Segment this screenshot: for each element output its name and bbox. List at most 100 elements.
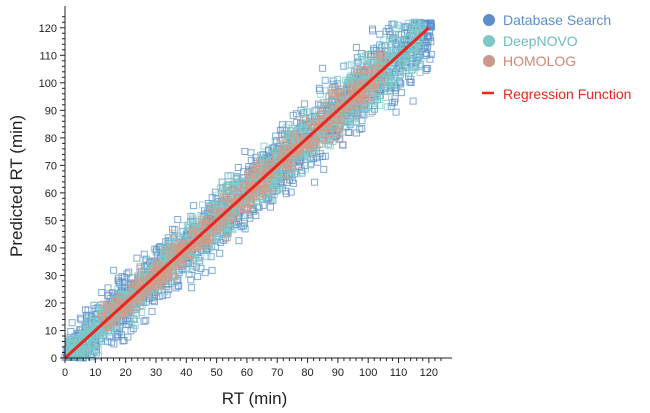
data-point [190, 217, 197, 225]
x-tick-label: 20 [120, 367, 132, 379]
data-point [361, 66, 369, 74]
data-point [179, 241, 187, 249]
data-point [342, 85, 350, 93]
data-point [425, 31, 433, 39]
legend-label: DeepNOVO [503, 33, 578, 49]
data-point [164, 275, 172, 283]
data-point [127, 307, 135, 315]
data-point [316, 90, 324, 98]
data-point [398, 59, 406, 67]
data-point [383, 103, 391, 111]
data-point [391, 95, 399, 103]
x-tick-label: 0 [62, 367, 68, 379]
data-point [395, 31, 403, 39]
data-point [226, 198, 234, 206]
data-point [140, 250, 148, 258]
data-point [208, 266, 216, 274]
data-point [81, 348, 89, 356]
data-point [119, 310, 126, 318]
data-point [241, 148, 249, 155]
data-point [69, 336, 77, 344]
data-point [238, 223, 246, 231]
data-point [290, 130, 298, 138]
data-point [368, 50, 376, 58]
legend-label: Database Search [503, 12, 611, 28]
data-point [326, 135, 334, 143]
data-point [409, 97, 417, 105]
data-point [331, 120, 339, 128]
data-point [352, 62, 360, 70]
data-point [318, 110, 326, 118]
data-point [377, 49, 385, 57]
data-point [326, 142, 334, 150]
data-point [311, 178, 318, 186]
data-point [222, 183, 230, 191]
data-point [207, 204, 215, 212]
data-point [316, 86, 324, 94]
data-point [203, 252, 211, 260]
data-point [93, 340, 101, 348]
scatter-points [61, 18, 435, 362]
data-point [201, 269, 209, 277]
data-point [179, 222, 186, 230]
data-point [337, 109, 345, 116]
data-point [270, 190, 278, 198]
data-point [110, 266, 118, 274]
data-point [136, 265, 144, 272]
data-point [223, 234, 231, 241]
data-point [219, 194, 227, 202]
data-point [296, 135, 304, 143]
data-point [356, 95, 364, 103]
data-point [333, 116, 341, 124]
data-point [423, 65, 431, 73]
data-point [174, 216, 182, 223]
data-point [112, 298, 120, 306]
data-point [276, 176, 284, 184]
data-point [149, 297, 157, 305]
data-point [404, 33, 411, 41]
data-point [118, 273, 126, 281]
data-point [280, 139, 288, 147]
data-point [378, 79, 386, 87]
data-point [321, 76, 329, 84]
data-point [356, 125, 364, 133]
data-point [207, 253, 215, 261]
data-point [235, 237, 243, 245]
data-point [314, 158, 322, 166]
axes: 0 10 20 30 40 50 60 70 80 90 100 110 120 0 10 20 30 40 50 6… [39, 6, 452, 379]
x-tick-label: 110 [390, 367, 408, 379]
data-point [320, 165, 328, 173]
data-point [81, 325, 88, 333]
data-point [284, 134, 292, 142]
data-point [227, 194, 235, 202]
data-point [376, 102, 384, 109]
data-point [280, 149, 288, 157]
data-point [283, 161, 291, 169]
data-point [312, 106, 320, 114]
x-tick-label: 90 [332, 367, 344, 379]
data-point [199, 201, 206, 209]
data-point [133, 254, 141, 262]
data-point [280, 144, 287, 152]
data-point [251, 181, 259, 189]
x-tick-label: 50 [210, 367, 222, 379]
y-tick-label: 0 [51, 353, 57, 365]
data-point [124, 320, 132, 328]
data-point [149, 288, 157, 295]
data-point [133, 311, 140, 319]
data-point [89, 350, 97, 358]
data-point [250, 170, 258, 178]
data-point [319, 64, 327, 72]
data-point [338, 93, 346, 101]
data-point [216, 249, 224, 257]
data-point [104, 324, 112, 332]
data-point [368, 108, 376, 116]
data-point [130, 300, 138, 308]
legend: Database Search DeepNOVO HOMOLOG Regression… [482, 12, 631, 102]
data-point [169, 243, 177, 251]
data-point [344, 61, 352, 69]
data-point [190, 226, 198, 234]
data-point [140, 317, 148, 325]
data-point [358, 125, 366, 132]
data-point [250, 193, 258, 201]
